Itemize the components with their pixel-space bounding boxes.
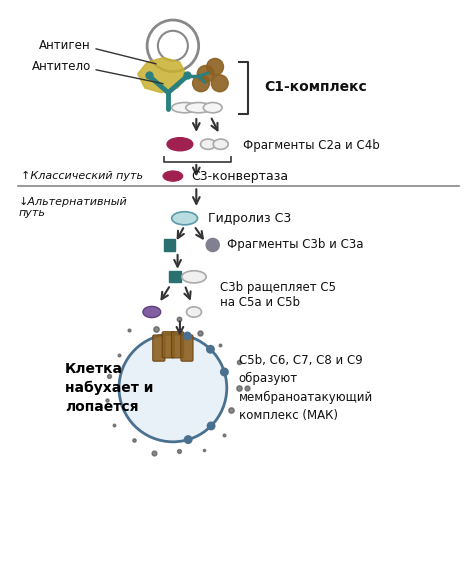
Text: Фрагменты С2а и С4b: Фрагменты С2а и С4b xyxy=(243,138,379,152)
Text: С1-комплекс: С1-комплекс xyxy=(264,80,366,94)
FancyBboxPatch shape xyxy=(171,332,183,358)
Bar xyxy=(169,271,180,283)
Ellipse shape xyxy=(200,139,215,149)
Text: С3-конвертаза: С3-конвертаза xyxy=(191,170,288,182)
Circle shape xyxy=(206,346,214,353)
Ellipse shape xyxy=(186,307,201,317)
Ellipse shape xyxy=(185,102,211,113)
Text: Гидролиз С3: Гидролиз С3 xyxy=(208,212,291,225)
Text: С3b ращепляет С5
на С5а и С5b: С3b ращепляет С5 на С5а и С5b xyxy=(219,281,335,309)
FancyBboxPatch shape xyxy=(162,332,174,358)
Text: ↓Альтернативный
путь: ↓Альтернативный путь xyxy=(18,197,127,218)
Text: Фрагменты С3b и С3а: Фрагменты С3b и С3а xyxy=(226,239,363,251)
Circle shape xyxy=(220,368,228,376)
Circle shape xyxy=(183,332,191,340)
Circle shape xyxy=(197,65,214,82)
Text: Клетка
набухает и
лопается: Клетка набухает и лопается xyxy=(65,362,153,413)
Ellipse shape xyxy=(213,139,228,149)
FancyBboxPatch shape xyxy=(180,335,193,361)
Ellipse shape xyxy=(203,102,222,113)
Polygon shape xyxy=(138,57,187,93)
Ellipse shape xyxy=(163,171,182,181)
Circle shape xyxy=(207,422,214,430)
Circle shape xyxy=(184,436,191,444)
Ellipse shape xyxy=(167,138,192,151)
FancyBboxPatch shape xyxy=(152,335,165,361)
Circle shape xyxy=(211,75,228,91)
Text: ↑Классический путь: ↑Классический путь xyxy=(20,171,142,181)
Circle shape xyxy=(206,58,223,75)
Ellipse shape xyxy=(143,306,160,318)
Bar xyxy=(163,239,175,251)
Circle shape xyxy=(192,75,209,91)
Circle shape xyxy=(206,239,219,251)
Ellipse shape xyxy=(181,271,206,283)
Text: С5b, С6, С7, С8 и С9
образуют
мембраноатакующий
комплекс (МАК): С5b, С6, С7, С8 и С9 образуют мембраноат… xyxy=(238,354,372,422)
Ellipse shape xyxy=(171,102,197,113)
Text: Антитело: Антитело xyxy=(31,60,91,74)
Ellipse shape xyxy=(171,212,197,225)
Circle shape xyxy=(119,334,226,442)
Circle shape xyxy=(158,31,188,61)
Text: Антиген: Антиген xyxy=(39,39,91,52)
